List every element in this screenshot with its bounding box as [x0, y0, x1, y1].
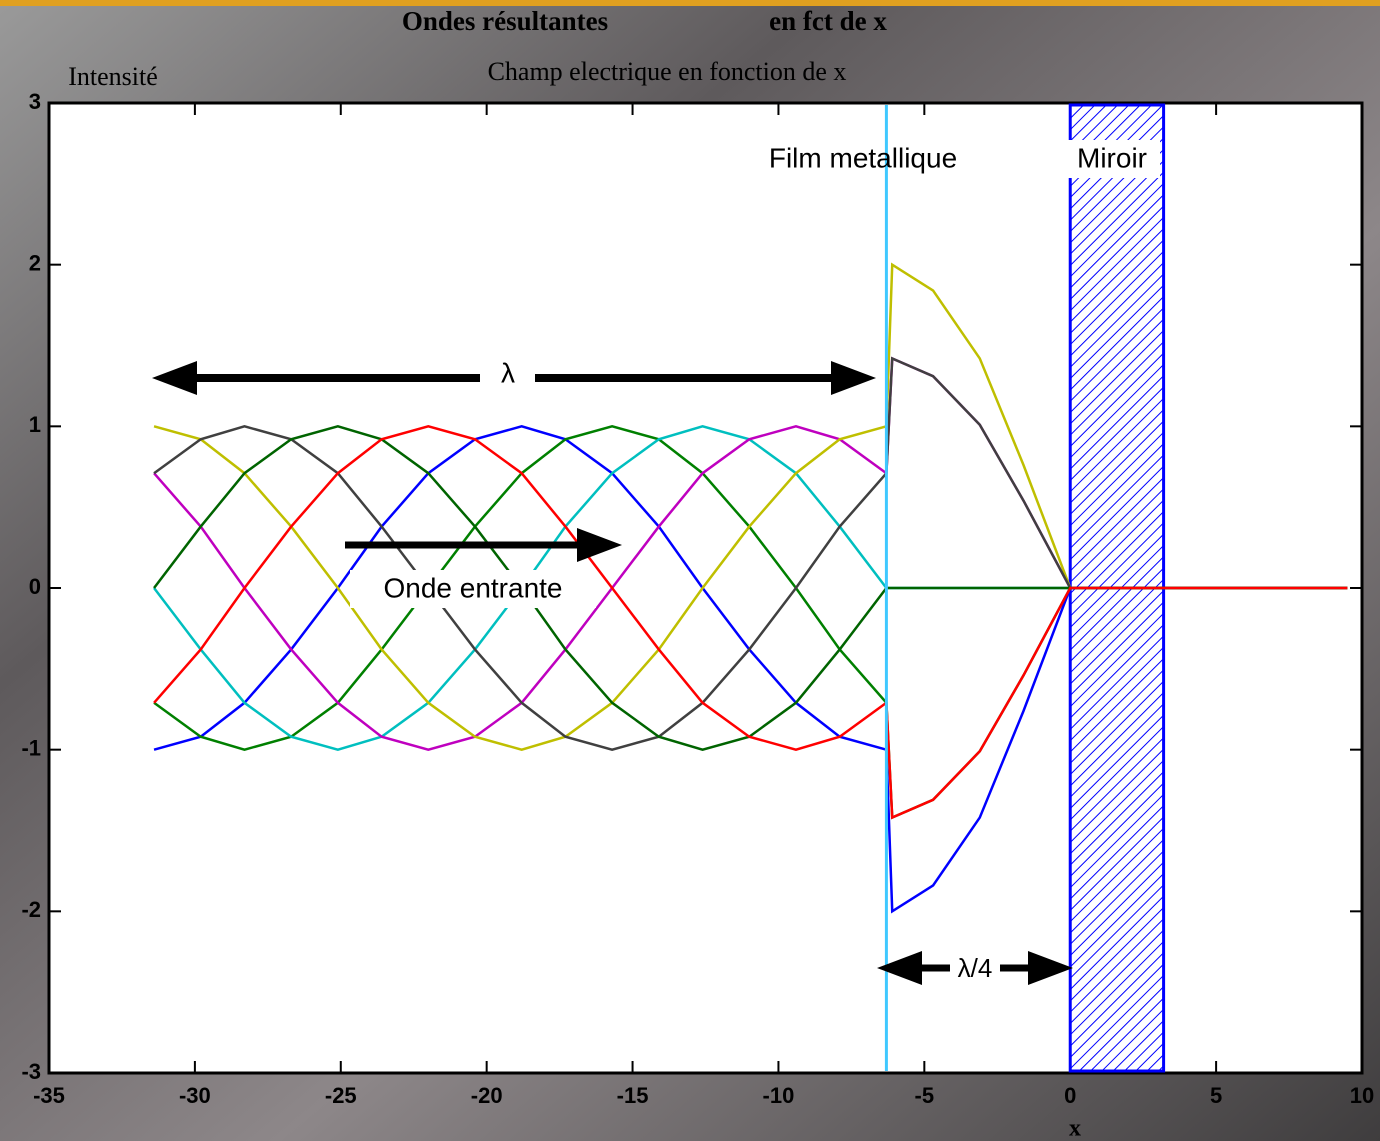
- annotation: Film metallique: [769, 142, 957, 173]
- annotation: Miroir: [1077, 142, 1147, 173]
- page: {"chart_data": {"type": "line", "title_p…: [0, 0, 1380, 1141]
- x-tick-label: -5: [915, 1083, 935, 1108]
- y-tick-label: 3: [29, 89, 41, 114]
- y-tick-label: 0: [29, 574, 41, 599]
- x-tick-label: -20: [471, 1083, 503, 1108]
- x-tick-label: 0: [1064, 1083, 1076, 1108]
- y-tick-label: -3: [21, 1059, 41, 1084]
- annotation: λ/4: [958, 953, 993, 983]
- x-tick-label: -30: [179, 1083, 211, 1108]
- top-strip: [0, 0, 1380, 6]
- x-axis-label: x: [1069, 1116, 1081, 1141]
- title: en fct de x: [769, 6, 887, 36]
- x-tick-label: -10: [763, 1083, 795, 1108]
- annotation: λ: [501, 357, 515, 388]
- title: Ondes résultantes: [402, 6, 608, 36]
- x-tick-label: 5: [1210, 1083, 1222, 1108]
- y-tick-label: 1: [29, 412, 41, 437]
- y-tick-label: 2: [29, 250, 41, 275]
- y-axis-label: Intensité: [68, 62, 158, 91]
- x-tick-label: -25: [325, 1083, 357, 1108]
- x-tick-label: -15: [617, 1083, 649, 1108]
- subtitle: Champ electrique en fonction de x: [488, 57, 847, 86]
- y-tick-label: -2: [21, 897, 41, 922]
- x-tick-label: 10: [1350, 1083, 1374, 1108]
- chart: Ondes résultantes en fct de x Champ elec…: [0, 0, 1380, 1141]
- x-tick-label: -35: [33, 1083, 65, 1108]
- annotation: Onde entrante: [383, 572, 562, 603]
- y-tick-label: -1: [21, 735, 41, 760]
